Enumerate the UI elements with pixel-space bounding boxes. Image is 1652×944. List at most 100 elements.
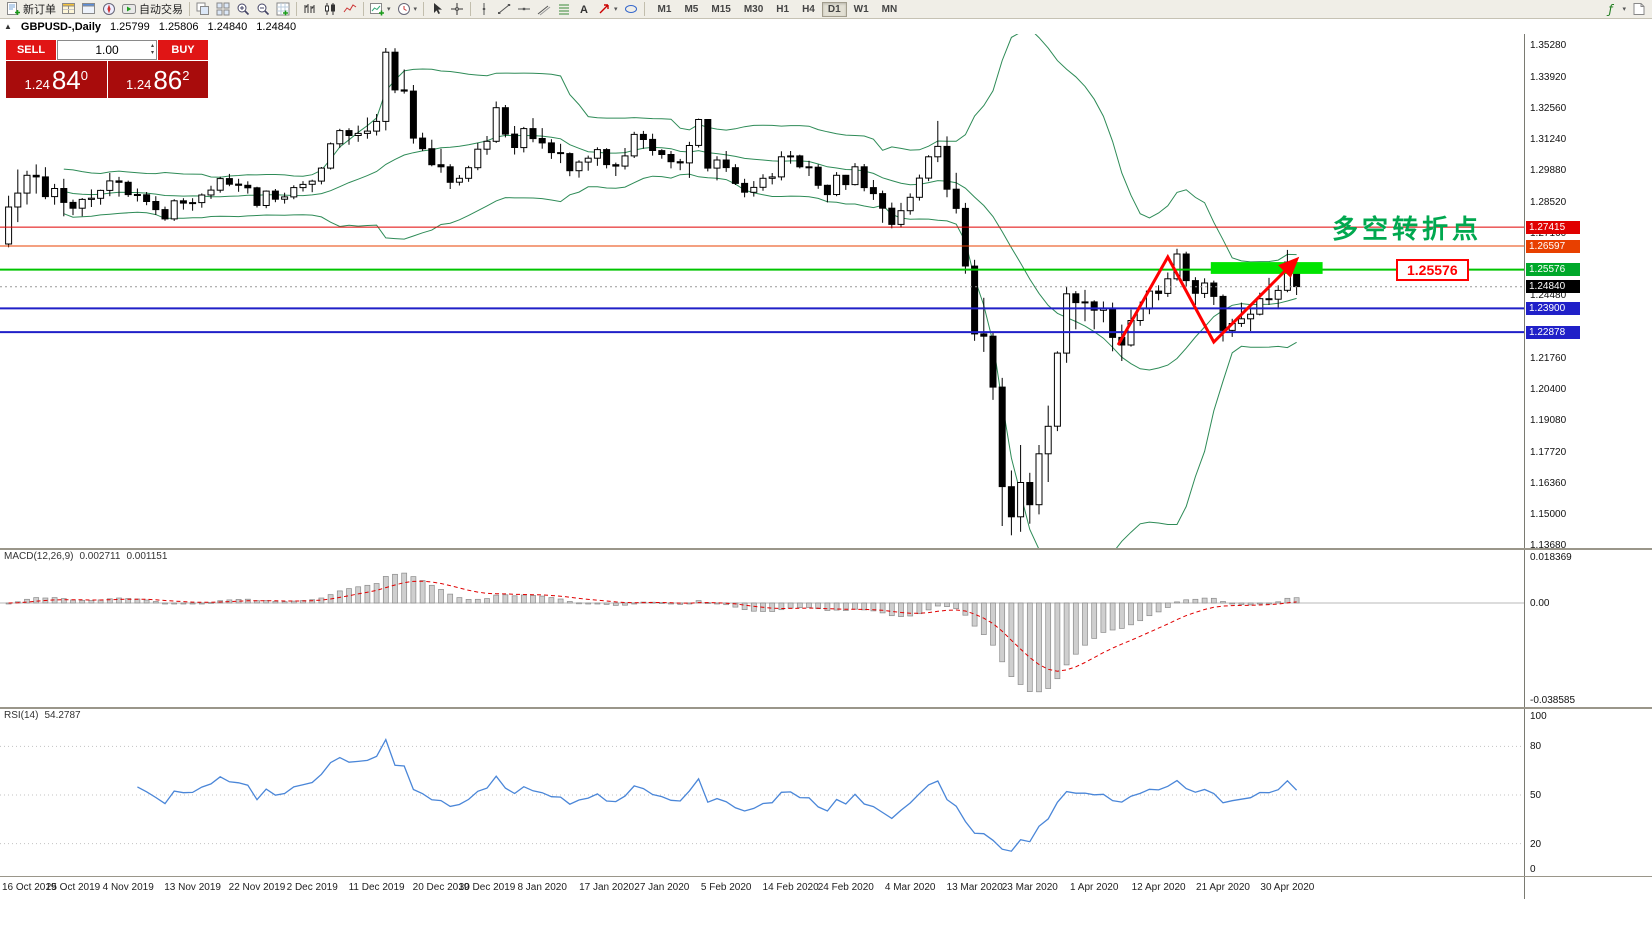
- timeframe-d1-button[interactable]: D1: [821, 1, 847, 17]
- rsi-axis-label: 50: [1530, 790, 1542, 801]
- autotrading-button[interactable]: 自动交易: [119, 1, 186, 18]
- date-label: 20 Dec 2019: [412, 882, 470, 893]
- candle-chart-mode-button[interactable]: [320, 1, 340, 18]
- cursor-icon: [434, 3, 443, 14]
- date-label: 27 Jan 2020: [634, 882, 690, 893]
- sell-price-display[interactable]: 1.24 84 0: [6, 61, 107, 98]
- price-tick: 1.29880: [1530, 165, 1567, 176]
- indicators-button[interactable]: ƒ ▾: [1602, 1, 1629, 18]
- new-chart-button[interactable]: ▾: [367, 1, 394, 18]
- trend-arrow-object[interactable]: [1116, 253, 1300, 346]
- volume-stepper-icons[interactable]: ▴ ▾: [150, 43, 154, 56]
- time-axis[interactable]: 16 Oct 2019 25 Oct 2019 4 Nov 2019 13 Nov 2…: [0, 877, 1524, 899]
- rsi-axis-label: 80: [1530, 741, 1542, 753]
- svg-text:A: A: [580, 4, 588, 16]
- macd-pane[interactable]: MACD(12,26,9) 0.002711 0.001151: [0, 550, 1524, 707]
- horizontal-line-icon: [518, 7, 531, 11]
- chevron-down-icon: ▾: [1622, 6, 1626, 13]
- rsi-pane[interactable]: RSI(14) 54.2787: [0, 709, 1524, 876]
- caption-low: 1.24840: [207, 20, 248, 33]
- date-label: 2 Dec 2019: [286, 882, 338, 893]
- price-tick: 1.31240: [1530, 133, 1567, 145]
- text-annotation[interactable]: 多空转折点: [1332, 214, 1482, 244]
- date-label: 5 Feb 2020: [700, 882, 752, 893]
- market-watch-button[interactable]: [59, 1, 79, 18]
- date-label: 4 Mar 2020: [884, 882, 936, 893]
- data-window-icon: [82, 3, 95, 14]
- date-label: 21 Apr 2020: [1196, 882, 1250, 893]
- rsi-axis-label: 20: [1530, 838, 1542, 850]
- timeframe-h4-button[interactable]: H4: [802, 3, 815, 15]
- vertical-line-tool-button[interactable]: [474, 1, 494, 18]
- price-callout-box[interactable]: 1.25576: [1396, 258, 1469, 281]
- date-label: 13 Nov 2019: [164, 882, 221, 893]
- templates-button[interactable]: [1629, 1, 1649, 18]
- timeframe-mn-button[interactable]: MN: [881, 3, 898, 15]
- toolbar-separator: [296, 2, 297, 16]
- zoom-in-icon: [237, 3, 250, 16]
- fibonacci-tool-button[interactable]: [554, 1, 574, 18]
- auto-arrange-button[interactable]: [273, 1, 293, 18]
- date-label: 8 Jan 2020: [517, 882, 567, 893]
- cascade-windows-icon: [196, 2, 209, 15]
- caption-symbol: GBPUSD-,Daily: [20, 20, 101, 33]
- sell-button[interactable]: SELL: [6, 40, 56, 60]
- new-order-label: 新订单: [23, 4, 56, 16]
- price-tick: 1.20400: [1530, 384, 1567, 396]
- horizontal-line-tool-button[interactable]: [514, 1, 534, 18]
- one-click-trading-panel: SELL 1.00 ▴ ▾ BUY 1.24 84 0 1.24 86 2: [6, 40, 208, 98]
- timeframe-m5-button[interactable]: M5: [684, 3, 699, 15]
- symbol-triangle-icon: ▲: [4, 22, 12, 31]
- new-chart-icon: [370, 3, 384, 16]
- main-chart-pane[interactable]: 多空转折点 SELL 1.00 ▴ ▾ BUY 1.24 84 0 1.24 86 2 1…: [0, 34, 1524, 548]
- main-chart-canvas[interactable]: 多空转折点: [0, 34, 1524, 548]
- pane-separator[interactable]: [0, 548, 1652, 550]
- cascade-windows-button[interactable]: [193, 1, 213, 18]
- price-tick: 1.16360: [1530, 478, 1567, 489]
- rsi-title: RSI(14) 54.2787: [4, 710, 81, 721]
- profiles-button[interactable]: ▾: [394, 1, 421, 18]
- price-axis[interactable]: 1.35280 1.33920 1.32560 1.31240 1.29880 1.285…: [1524, 34, 1652, 899]
- navigator-icon: [103, 3, 115, 15]
- navigator-button[interactable]: [99, 1, 119, 18]
- pane-separator: [0, 876, 1652, 877]
- buy-button[interactable]: BUY: [158, 40, 208, 60]
- line-chart-mode-button[interactable]: [340, 1, 360, 18]
- shapes-tool-button[interactable]: [621, 1, 641, 18]
- channel-tool-button[interactable]: [534, 1, 554, 18]
- bar-chart-mode-button[interactable]: [300, 1, 320, 18]
- crosshair-tool-button[interactable]: [447, 1, 467, 18]
- timeframe-m15-button[interactable]: M15: [711, 3, 731, 15]
- data-window-button[interactable]: [79, 1, 99, 18]
- cursor-tool-button[interactable]: [427, 1, 447, 18]
- bollinger-upper: [63, 34, 1297, 263]
- arrows-tool-button[interactable]: ▾: [594, 1, 621, 18]
- toolbar-separator: [363, 2, 364, 16]
- timeframe-h1-button[interactable]: H1: [776, 3, 790, 15]
- price-tick: 1.32560: [1530, 103, 1567, 114]
- hline-price-label: 1.27415: [1526, 220, 1580, 234]
- tile-windows-button[interactable]: [213, 1, 233, 18]
- trendline-tool-button[interactable]: [494, 1, 514, 18]
- highlight-zone-object[interactable]: [1210, 262, 1323, 274]
- candle-chart-icon: [325, 3, 335, 15]
- date-label: 13 Mar 2020: [946, 882, 1003, 893]
- timeframe-toolbar: M1 M5 M15 M30 H1 H4 D1 W1 MN: [652, 1, 904, 17]
- zoom-out-button[interactable]: [253, 1, 273, 18]
- date-label: 30 Dec 2019: [458, 882, 516, 893]
- pane-separator[interactable]: [0, 707, 1652, 709]
- volume-input[interactable]: 1.00 ▴ ▾: [57, 40, 157, 60]
- timeframe-m1-button[interactable]: M1: [657, 3, 672, 15]
- zoom-in-button[interactable]: [233, 1, 253, 18]
- toolbar-right-cluster: ƒ ▾: [1602, 1, 1649, 18]
- profiles-clock-icon: [397, 3, 410, 15]
- text-tool-button[interactable]: A: [574, 1, 594, 18]
- date-label: 17 Jan 2020: [579, 882, 635, 893]
- chart-caption: ▲ GBPUSD-,Daily 1.25799 1.25806 1.24840 …: [0, 19, 1652, 34]
- buy-price-display[interactable]: 1.24 86 2: [107, 61, 208, 98]
- chevron-down-icon: ▾: [413, 6, 418, 13]
- new-order-icon: [7, 2, 20, 15]
- new-order-button[interactable]: 新订单: [3, 1, 59, 18]
- timeframe-w1-button[interactable]: W1: [853, 3, 869, 15]
- timeframe-m30-button[interactable]: M30: [743, 3, 764, 15]
